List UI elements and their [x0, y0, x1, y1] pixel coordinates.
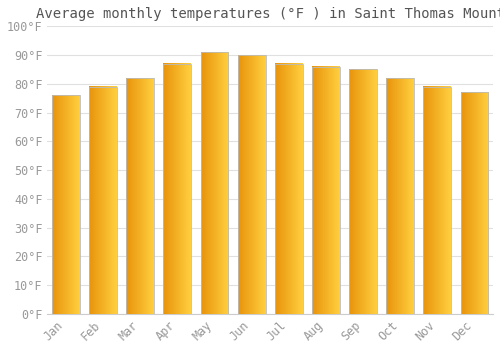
Bar [275, 64, 302, 314]
Bar [460, 92, 488, 314]
Bar [312, 66, 340, 314]
Bar [349, 69, 377, 314]
Title: Average monthly temperatures (°F ) in Saint Thomas Mount: Average monthly temperatures (°F ) in Sa… [36, 7, 500, 21]
Bar [164, 64, 192, 314]
Bar [126, 78, 154, 314]
Bar [424, 87, 452, 314]
Bar [52, 95, 80, 314]
Bar [238, 55, 266, 314]
Bar [386, 78, 414, 314]
Bar [89, 87, 117, 314]
Bar [200, 52, 228, 314]
